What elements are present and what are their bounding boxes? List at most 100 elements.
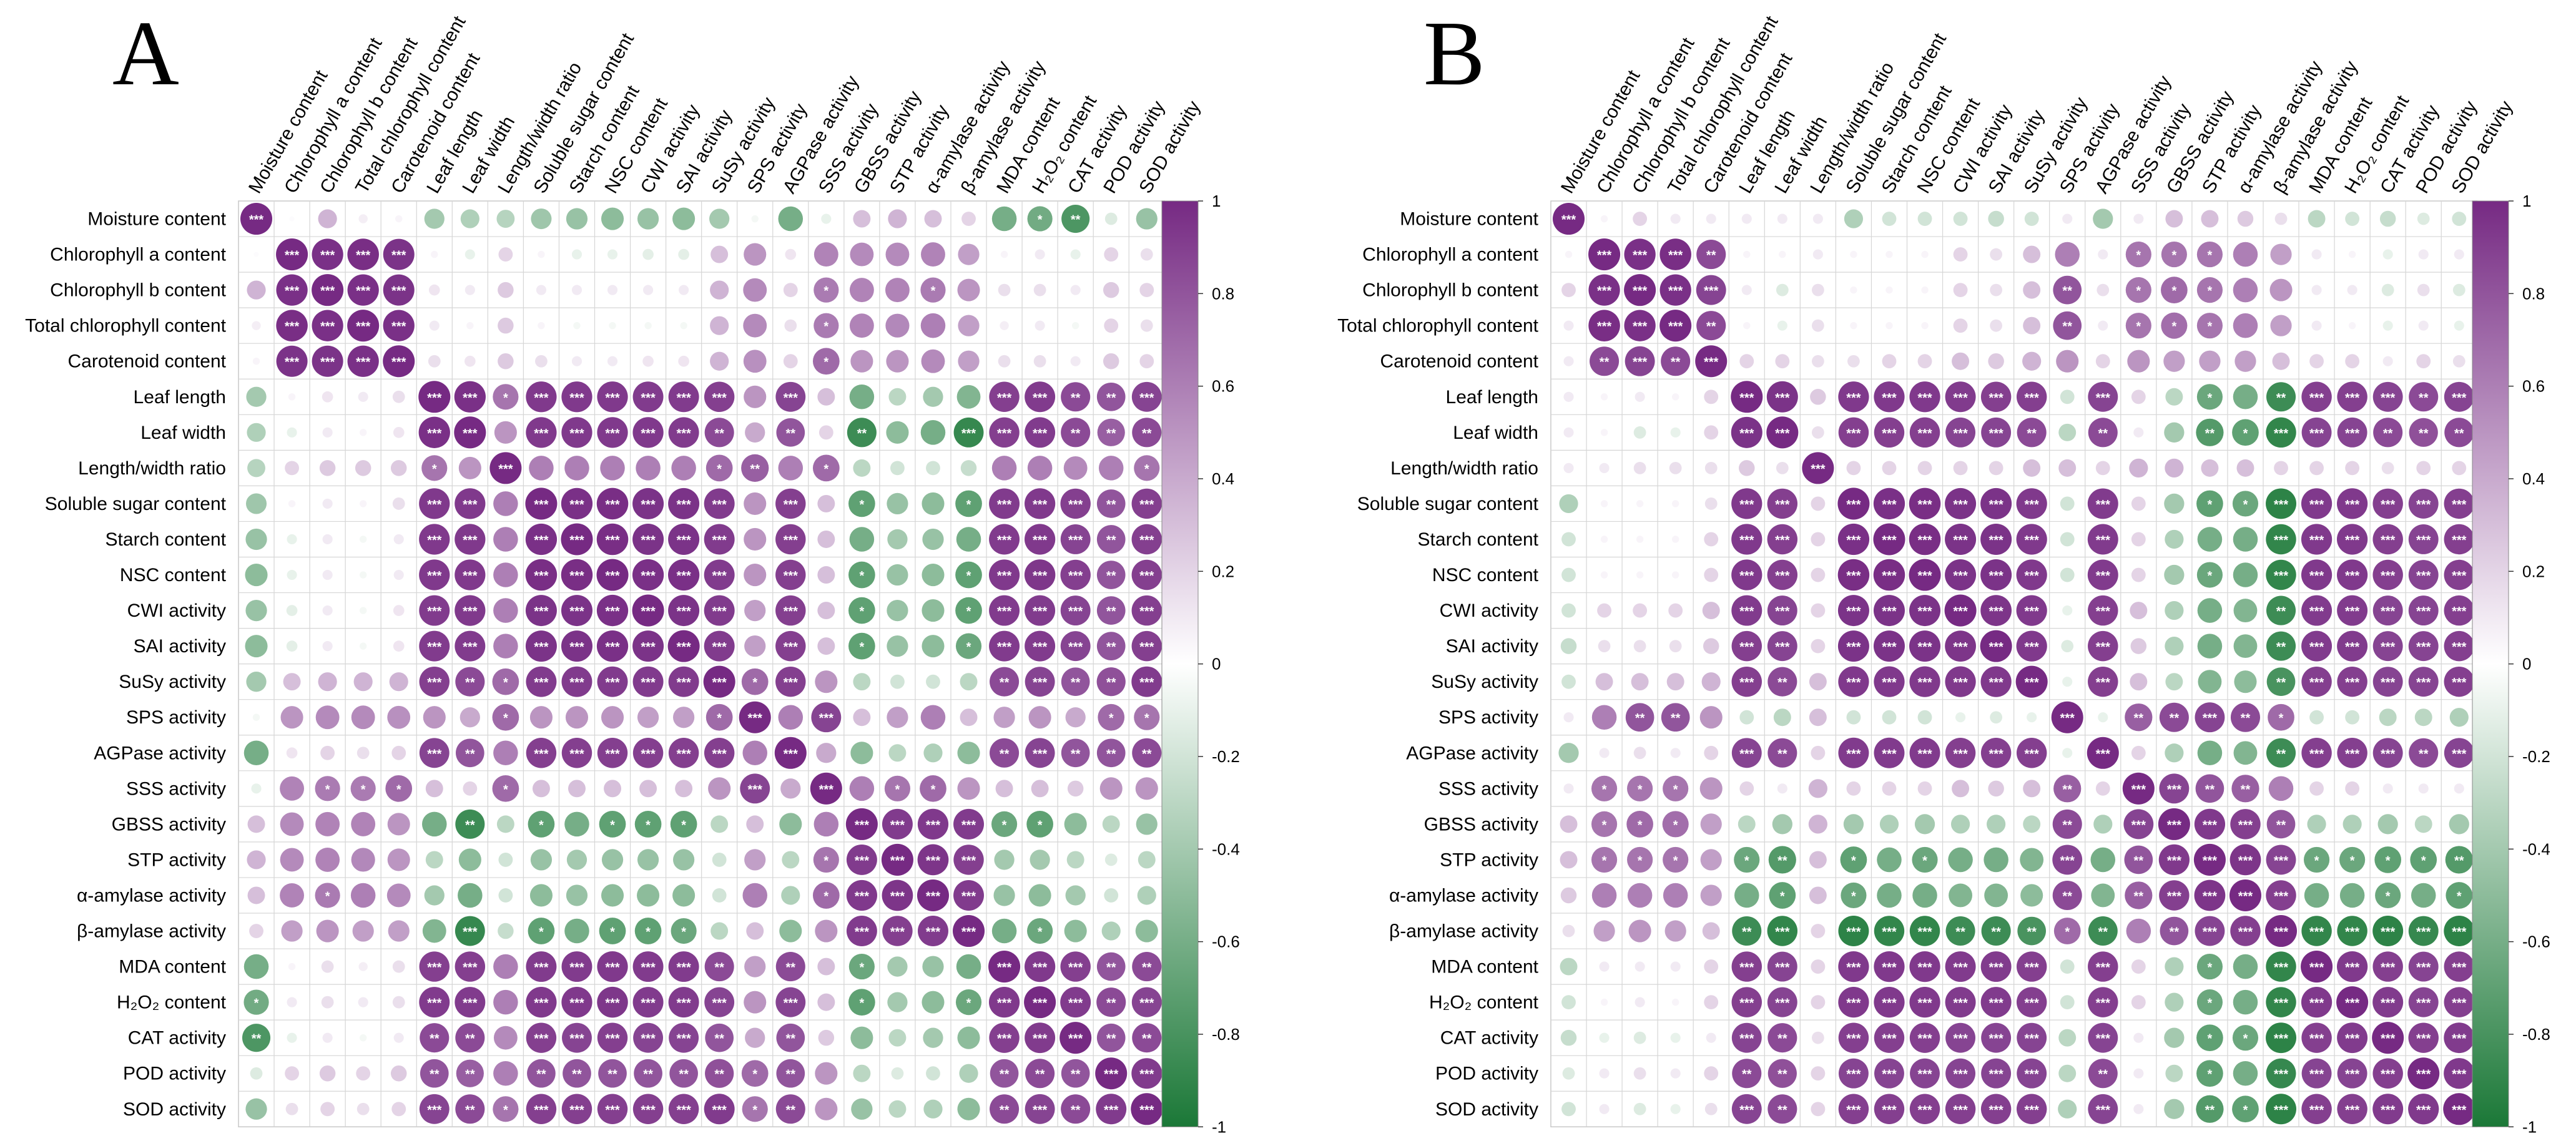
corr-circle-r14-c11 xyxy=(1955,712,1966,723)
corr-circle-r3-c16 xyxy=(814,313,839,338)
sig-stars-r3-c16: * xyxy=(823,320,828,334)
corr-circle-r6-c9 xyxy=(1874,417,1905,448)
sig-stars-r12-c8: *** xyxy=(534,640,549,654)
sig-stars-r22-c25: *** xyxy=(2452,997,2467,1011)
corr-circle-r25-c11 xyxy=(632,1094,664,1124)
sig-stars-r9-c9: *** xyxy=(1882,534,1897,547)
sig-stars-r16-c3: * xyxy=(1673,783,1678,796)
corr-circle-r12-c23 xyxy=(1060,631,1091,662)
corr-circle-r15-c3 xyxy=(356,747,370,760)
corr-circle-r3-c9 xyxy=(573,321,581,330)
corr-circle-r18-c10 xyxy=(601,849,624,871)
sig-stars-r16-c16: *** xyxy=(819,783,834,796)
corr-circle-r16-c19 xyxy=(2231,775,2259,803)
corr-circle-r12-c3 xyxy=(359,642,367,650)
corr-circle-r19-c1 xyxy=(1591,883,1617,908)
corr-circle-r12-c23 xyxy=(2372,631,2403,662)
corr-circle-r7-c9 xyxy=(1882,461,1897,476)
corr-circle-r0-c9 xyxy=(1882,212,1897,226)
corr-circle-r9-c0 xyxy=(1561,532,1576,547)
corr-circle-r19-c3 xyxy=(350,883,376,908)
corr-circle-r20-c20 xyxy=(2265,915,2298,948)
corr-circle-r13-c22 xyxy=(2337,666,2367,697)
sig-stars-r6-c15: ** xyxy=(785,427,795,441)
corr-circle-r1-c11 xyxy=(642,248,654,260)
corr-circle-r16-c2 xyxy=(1627,775,1653,801)
row-label-stp-activity: STP activity xyxy=(1440,850,1538,870)
corr-circle-r12-c25 xyxy=(1131,630,1162,662)
corr-circle-r7-c16 xyxy=(2129,458,2148,478)
corr-circle-r21-c9 xyxy=(1874,951,1905,982)
corr-circle-r19-c10 xyxy=(1912,883,1937,908)
corr-circle-r3-c11 xyxy=(1953,318,1968,333)
corr-circle-r13-c17 xyxy=(2165,673,2183,691)
sig-stars-r18-c1: * xyxy=(1602,854,1607,868)
sig-stars-r12-c12: *** xyxy=(1989,640,2003,654)
sig-stars-r15-c8: *** xyxy=(1846,747,1861,761)
corr-circle-r17-c5 xyxy=(422,811,447,837)
sig-stars-r12-c20: * xyxy=(966,640,971,654)
corr-circle-r13-c14 xyxy=(741,668,769,695)
corr-circle-r5-c0 xyxy=(246,386,267,407)
sig-stars-r19-c18: *** xyxy=(2203,889,2218,903)
sig-stars-r6-c6: *** xyxy=(1775,427,1790,441)
sig-stars-r3-c2: *** xyxy=(1633,320,1648,334)
sig-stars-r6-c25: ** xyxy=(2454,427,2464,441)
sig-stars-r9-c24: ** xyxy=(1106,534,1116,547)
corr-circle-r20-c8 xyxy=(1838,916,1869,947)
corr-circle-r20-c9 xyxy=(564,918,589,944)
corr-circle-r13-c15 xyxy=(775,666,806,697)
corr-circle-r18-c11 xyxy=(1948,847,1973,873)
corr-circle-r20-c4 xyxy=(1702,922,1720,940)
corr-circle-r4-c25 xyxy=(1139,354,1154,369)
corr-circle-r25-c14 xyxy=(2058,1099,2077,1119)
corr-circle-r2-c7 xyxy=(498,282,514,298)
corr-circle-r15-c20 xyxy=(957,742,980,765)
sig-stars-r5-c5: *** xyxy=(427,391,442,405)
corr-circle-r12-c7 xyxy=(493,634,518,659)
corr-circle-r22-c25 xyxy=(1131,987,1162,1017)
corr-circle-r8-c9 xyxy=(1873,487,1905,520)
corr-circle-r23-c18 xyxy=(2196,1024,2223,1052)
corr-circle-r7-c10 xyxy=(1917,461,1932,476)
corr-circle-r12-c18 xyxy=(2197,634,2223,659)
sig-stars-r13-c20: ** xyxy=(2276,676,2286,690)
sig-stars-r19-c25: * xyxy=(2457,889,2462,903)
corr-circle-r1-c10 xyxy=(607,249,618,260)
sig-stars-r13-c6: ** xyxy=(1777,676,1787,690)
corr-circle-r3-c16 xyxy=(2125,313,2151,339)
sig-stars-r6-c20: *** xyxy=(961,427,976,441)
row-label-sss-activity: SSS activity xyxy=(1438,778,1538,799)
corr-circle-r8-c21 xyxy=(2301,488,2333,519)
row-label-gbss-activity: GBSS activity xyxy=(1424,814,1538,835)
corr-circle-r1-c14 xyxy=(2055,242,2080,267)
corr-circle-r23-c10 xyxy=(1909,1022,1940,1053)
sig-stars-r15-c10: *** xyxy=(605,747,620,761)
sig-stars-r12-c6: *** xyxy=(463,640,478,654)
corr-circle-r12-c6 xyxy=(1767,631,1797,662)
sig-stars-r11-c10: *** xyxy=(1917,605,1932,619)
corr-circle-r11-c15 xyxy=(775,595,806,626)
corr-circle-r3-c7 xyxy=(498,317,514,334)
sig-stars-r10-c8: *** xyxy=(534,569,549,583)
sig-stars-r25-c23: ** xyxy=(1071,1104,1081,1117)
corr-circle-r1-c3 xyxy=(347,238,379,270)
corr-circle-r9-c10 xyxy=(1909,523,1941,556)
sig-stars-r6-c17: ** xyxy=(857,427,867,441)
corr-circle-r3-c1 xyxy=(1588,310,1620,341)
corr-circle-r5-c1 xyxy=(1600,393,1608,401)
corr-circle-r21-c11 xyxy=(632,951,664,982)
corr-circle-r25-c16 xyxy=(2133,1104,2144,1114)
sig-stars-r24-c21: *** xyxy=(2309,1068,2324,1082)
corr-circle-r4-c24 xyxy=(2416,354,2431,369)
corr-circle-r2-c23 xyxy=(1070,285,1081,295)
corr-circle-r13-c20 xyxy=(960,673,978,691)
corr-circle-r9-c25 xyxy=(2444,524,2474,555)
sig-stars-r21-c18: * xyxy=(2208,961,2213,975)
sig-stars-r21-c11: *** xyxy=(641,961,656,975)
corr-circle-r12-c7 xyxy=(1811,639,1826,654)
sig-stars-r23-c0: ** xyxy=(252,1032,262,1046)
sig-stars-r9-c15: *** xyxy=(2096,534,2111,547)
corr-circle-r7-c1 xyxy=(285,461,299,476)
corr-circle-r20-c7 xyxy=(1811,924,1826,938)
